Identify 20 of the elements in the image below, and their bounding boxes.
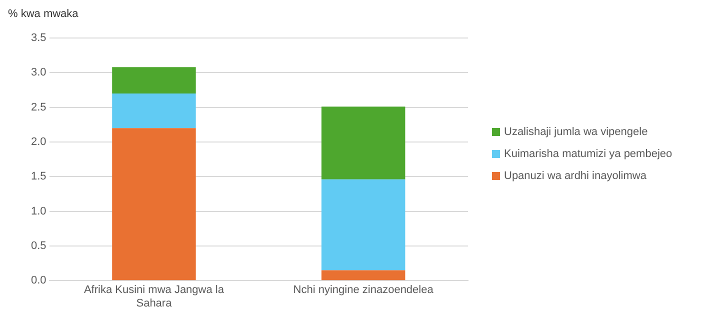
bar (321, 179, 406, 270)
y-axis-title: % kwa mwaka (8, 8, 80, 22)
legend-label: Kuimarisha matumizi ya pembejeo (504, 148, 672, 160)
bar (321, 106, 406, 180)
x-tick-label: Afrika Kusini mwa Jangwa la Sahara (84, 284, 225, 310)
y-tick-label: 3.0 (30, 66, 46, 79)
bar (321, 270, 406, 280)
bar (112, 93, 196, 128)
y-tick-label: 0.0 (30, 274, 46, 287)
y-tick-label: 1.5 (30, 170, 46, 183)
y-tick-label: 2.0 (30, 136, 46, 148)
y-tick-label: 2.5 (30, 101, 46, 114)
bar (112, 128, 196, 280)
legend-label: Upanuzi wa ardhi inayolimwa (504, 170, 646, 182)
x-tick-label: Nchi nyingine zinazoendelea (293, 284, 434, 296)
y-tick-label: 1.0 (30, 205, 46, 218)
bar (112, 67, 196, 94)
y-tick-label: 3.5 (30, 32, 46, 44)
y-tick-label: 0.5 (30, 240, 46, 252)
legend-label: Uzalishaji jumla wa vipengele (504, 126, 648, 138)
